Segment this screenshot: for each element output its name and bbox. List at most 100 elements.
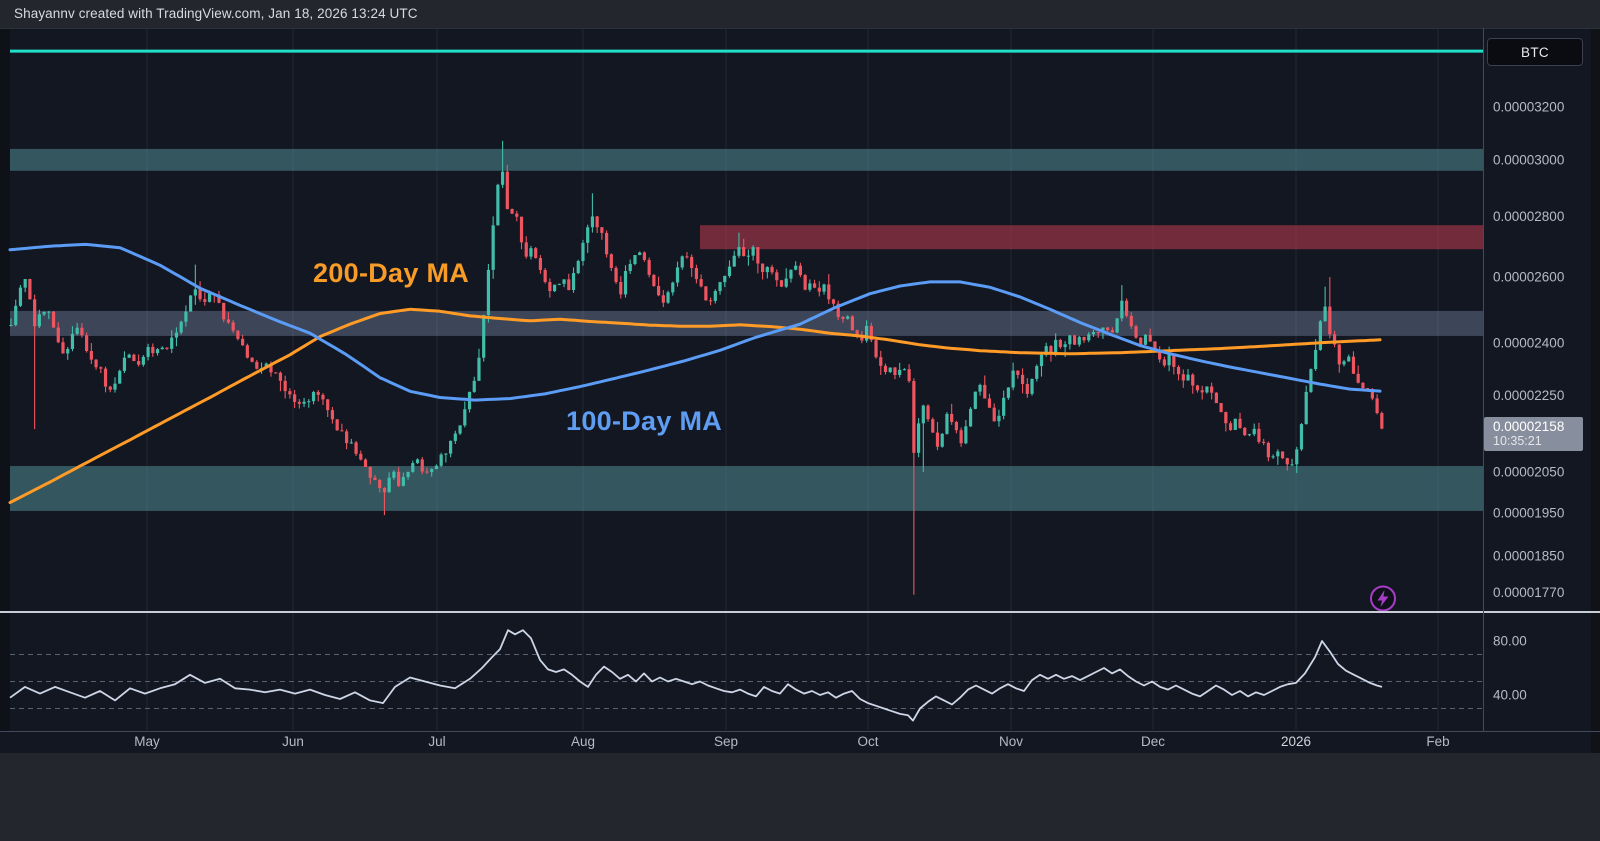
candle-down	[817, 287, 821, 292]
candle-up	[311, 392, 316, 402]
candle-down	[935, 432, 940, 447]
price-axis-label[interactable]: 0.00001850	[1493, 549, 1564, 564]
candle-down	[108, 386, 112, 390]
candle-up	[846, 316, 850, 319]
candle-down	[198, 289, 202, 300]
time-axis-label[interactable]: Aug	[571, 734, 595, 749]
candle-down	[614, 267, 618, 283]
candle-down	[137, 361, 141, 365]
candle-up	[822, 284, 826, 292]
candle-down	[954, 421, 958, 431]
rsi-line	[9, 629, 1383, 722]
time-axis-label[interactable]: Sep	[714, 734, 738, 749]
candle-up	[37, 314, 41, 327]
candle-up	[713, 291, 717, 301]
candle-up	[1318, 321, 1322, 350]
candle-up	[1295, 449, 1299, 465]
candle-down	[567, 279, 571, 291]
candle-up	[1120, 300, 1124, 319]
candle-up	[1039, 354, 1044, 367]
candle-down	[1351, 356, 1356, 374]
price-axis-label[interactable]: 0.00001950	[1493, 506, 1564, 521]
time-axis-label[interactable]: Oct	[857, 734, 878, 749]
candle-down	[250, 357, 254, 362]
candle-up	[207, 293, 212, 302]
candle-up	[66, 348, 70, 354]
candle-up	[75, 327, 79, 334]
lightning-bolt-icon	[1377, 590, 1389, 607]
candle-down	[931, 419, 935, 433]
candle-up	[1167, 354, 1171, 366]
price-axis-label[interactable]: 0.00002600	[1493, 270, 1564, 285]
candle-down	[836, 303, 840, 317]
time-axis-label[interactable]: Jun	[282, 734, 304, 749]
candle-up	[784, 278, 788, 287]
time-axis-label[interactable]: Dec	[1141, 734, 1165, 749]
candle-up	[553, 284, 557, 292]
candle-down	[694, 268, 699, 280]
quick-trade-lightning-button[interactable]	[1370, 585, 1396, 612]
candle-up	[1309, 369, 1313, 392]
candle-down	[699, 279, 703, 287]
candle-down	[959, 430, 963, 444]
candle-down	[543, 269, 547, 282]
ma-200-line[interactable]	[8, 307, 1382, 505]
candle-down	[661, 295, 665, 303]
candle-up	[496, 184, 500, 226]
time-axis-label[interactable]: May	[134, 734, 160, 749]
candle-up	[430, 469, 434, 473]
candle-up	[902, 369, 907, 371]
candle-up	[964, 426, 968, 444]
candle-down	[1124, 300, 1129, 316]
time-axis-label[interactable]: 2026	[1281, 734, 1311, 749]
candle-down	[335, 419, 339, 431]
price-axis-label[interactable]: 0.00002400	[1493, 335, 1564, 350]
candle-down	[255, 361, 259, 369]
candle-up	[1006, 387, 1010, 398]
candle-up	[463, 409, 467, 426]
candle-up	[392, 471, 396, 478]
candle-down	[1285, 458, 1289, 465]
candle-up	[633, 255, 637, 264]
candle-up	[501, 171, 505, 185]
candle-down	[1158, 349, 1162, 360]
price-axis-label[interactable]: 0.00003000	[1493, 152, 1564, 167]
candle-up	[586, 227, 590, 243]
candle-down	[775, 272, 779, 281]
candle-down	[708, 300, 713, 302]
candle-down	[28, 279, 32, 300]
candle-up	[638, 252, 642, 256]
price-axis-label[interactable]: 0.00002250	[1493, 388, 1564, 403]
candle-up	[1091, 332, 1096, 335]
ma-100-line[interactable]	[8, 242, 1382, 402]
candle-down	[316, 392, 320, 395]
candle-down	[1134, 326, 1138, 338]
quote-currency-button[interactable]: BTC	[1487, 38, 1583, 66]
price-axis-label[interactable]: 0.00002050	[1493, 465, 1564, 480]
candle-down	[505, 171, 509, 209]
price-axis-label[interactable]: 0.00001770	[1493, 585, 1564, 600]
candle-down	[241, 338, 245, 346]
candle-down	[1191, 374, 1195, 386]
rsi-axis-label[interactable]: 80.00	[1493, 634, 1527, 649]
candle-up	[155, 349, 160, 354]
candles-layer	[9, 140, 1384, 595]
candle-up	[789, 269, 793, 279]
candle-down	[510, 208, 514, 214]
candle-up	[921, 405, 925, 424]
candle-down	[80, 327, 84, 336]
candle-down	[534, 248, 538, 259]
candle-down	[803, 275, 807, 290]
price-axis-label[interactable]: 0.00002800	[1493, 209, 1564, 224]
time-axis-label[interactable]: Jul	[428, 734, 445, 749]
time-axis-label[interactable]: Feb	[1426, 734, 1449, 749]
candle-up	[808, 283, 812, 290]
right-margin-strip	[1591, 28, 1600, 753]
price-axis-label[interactable]: 0.00003200	[1493, 99, 1564, 114]
rsi-axis-label[interactable]: 40.00	[1493, 688, 1527, 703]
time-axis-label[interactable]: Nov	[999, 734, 1023, 749]
chart-background[interactable]	[0, 28, 1600, 753]
candle-up	[666, 292, 670, 303]
candle-up	[184, 311, 188, 322]
